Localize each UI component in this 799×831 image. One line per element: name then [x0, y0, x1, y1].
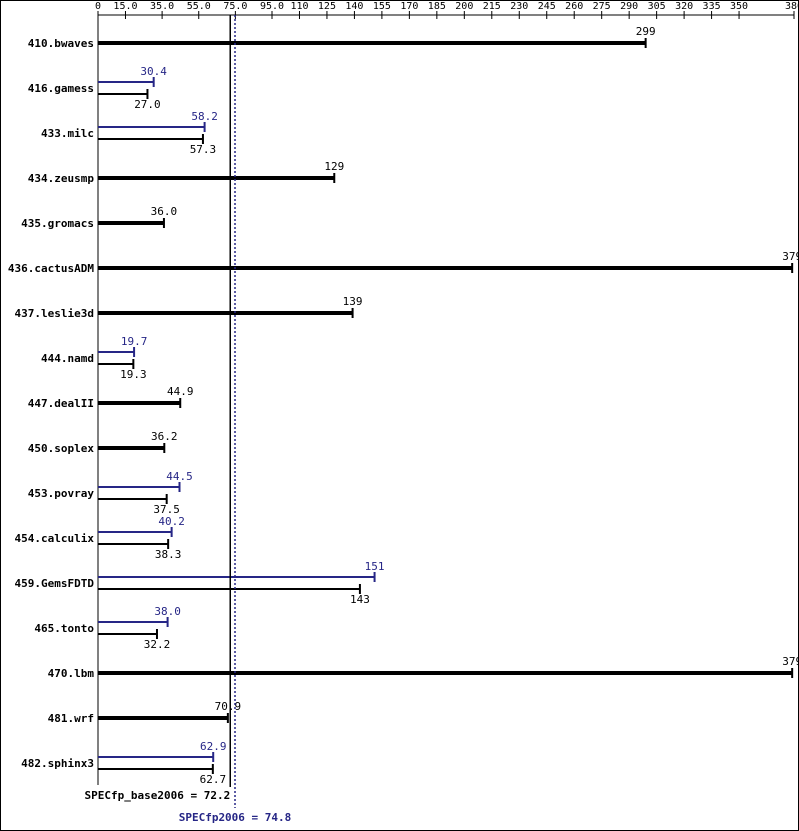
- category-label: 481.wrf: [48, 712, 94, 725]
- bar: [98, 621, 168, 623]
- x-tick-label: 305: [648, 1, 666, 12]
- bar: [98, 311, 353, 315]
- x-tick-label: 35.0: [150, 1, 174, 12]
- x-tick-label: 75.0: [223, 1, 247, 12]
- value-label: 139: [343, 295, 363, 308]
- bar: [98, 768, 213, 770]
- bar: [98, 351, 135, 353]
- x-tick-label: 125: [318, 1, 336, 12]
- category-label: 434.zeusmp: [28, 172, 95, 185]
- value-label: 19.3: [120, 368, 147, 381]
- x-tick-label: 380: [785, 1, 799, 12]
- bar: [98, 93, 148, 95]
- bar: [98, 176, 335, 180]
- value-label: 36.2: [151, 430, 178, 443]
- value-label: 379: [782, 655, 799, 668]
- bar: [98, 363, 134, 365]
- bar: [98, 221, 164, 225]
- reference-label: SPECfp_base2006 = 72.2: [85, 789, 231, 802]
- x-tick-label: 140: [345, 1, 363, 12]
- x-tick-label: 170: [400, 1, 418, 12]
- value-label: 62.7: [200, 773, 227, 786]
- bar: [98, 486, 180, 488]
- bar: [98, 756, 214, 758]
- value-label: 37.5: [153, 503, 180, 516]
- x-tick-label: 350: [730, 1, 748, 12]
- x-tick-label: 55.0: [187, 1, 211, 12]
- value-label: 38.3: [155, 548, 182, 561]
- bar: [98, 543, 169, 545]
- bar: [98, 671, 793, 675]
- value-label: 58.2: [191, 110, 218, 123]
- value-label: 62.9: [200, 740, 227, 753]
- category-label: 450.soplex: [28, 442, 95, 455]
- value-label: 379: [782, 250, 799, 263]
- value-label: 36.0: [151, 205, 178, 218]
- x-tick-label: 215: [483, 1, 501, 12]
- category-label: 453.povray: [28, 487, 95, 500]
- x-tick-label: 260: [565, 1, 583, 12]
- value-label: 27.0: [134, 98, 161, 111]
- category-label: 433.milc: [41, 127, 94, 140]
- value-label: 19.7: [121, 335, 148, 348]
- value-label: 57.3: [190, 143, 217, 156]
- bar: [98, 498, 167, 500]
- reference-label: SPECfp2006 = 74.8: [179, 811, 292, 824]
- x-tick-label: 290: [620, 1, 638, 12]
- x-tick-label: 230: [510, 1, 528, 12]
- bar: [98, 41, 646, 45]
- bar: [98, 401, 181, 405]
- value-label: 70.9: [215, 700, 242, 713]
- category-label: 482.sphinx3: [21, 757, 94, 770]
- x-tick-label: 95.0: [260, 1, 284, 12]
- value-label: 151: [365, 560, 385, 573]
- value-label: 44.9: [167, 385, 194, 398]
- x-tick-label: 275: [593, 1, 611, 12]
- category-label: 454.calculix: [15, 532, 95, 545]
- bar: [98, 266, 793, 270]
- x-tick-label: 110: [290, 1, 308, 12]
- category-label: 416.gamess: [28, 82, 94, 95]
- value-label: 32.2: [144, 638, 171, 651]
- bar: [98, 126, 205, 128]
- value-label: 129: [324, 160, 344, 173]
- category-label: 436.cactusADM: [8, 262, 94, 275]
- bar: [98, 446, 165, 450]
- x-tick-label: 245: [538, 1, 556, 12]
- category-label: 435.gromacs: [21, 217, 94, 230]
- value-label: 143: [350, 593, 370, 606]
- x-tick-label: 185: [428, 1, 446, 12]
- category-label: 437.leslie3d: [15, 307, 94, 320]
- bar: [98, 716, 228, 720]
- value-label: 38.0: [154, 605, 181, 618]
- bar: [98, 531, 172, 533]
- x-tick-label: 335: [703, 1, 721, 12]
- x-tick-label: 155: [373, 1, 391, 12]
- category-label: 444.namd: [41, 352, 94, 365]
- bar: [98, 138, 203, 140]
- value-label: 40.2: [158, 515, 185, 528]
- category-label: 459.GemsFDTD: [15, 577, 95, 590]
- bar: [98, 633, 157, 635]
- category-label: 465.tonto: [34, 622, 94, 635]
- x-tick-label: 15.0: [113, 1, 137, 12]
- value-label: 44.5: [166, 470, 193, 483]
- value-label: 299: [636, 25, 656, 38]
- bar: [98, 81, 154, 83]
- value-label: 30.4: [140, 65, 167, 78]
- x-tick-label: 320: [675, 1, 693, 12]
- x-tick-label: 0: [95, 1, 101, 12]
- bar: [98, 588, 360, 590]
- category-label: 410.bwaves: [28, 37, 94, 50]
- category-label: 447.dealII: [28, 397, 94, 410]
- x-tick-label: 200: [455, 1, 473, 12]
- bar: [98, 576, 375, 578]
- category-label: 470.lbm: [48, 667, 95, 680]
